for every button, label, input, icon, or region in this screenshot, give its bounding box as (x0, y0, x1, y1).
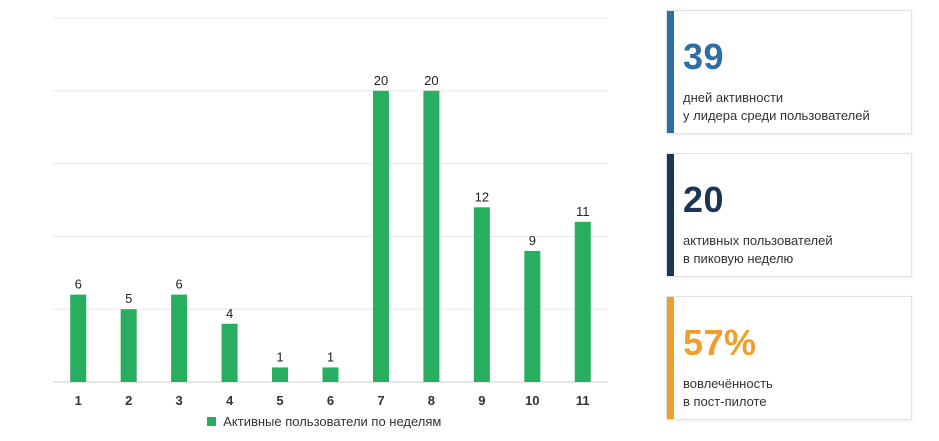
stat-caption-line1: дней активности (683, 90, 784, 105)
x-tick-label: 10 (525, 393, 539, 408)
stat-caption-line1: вовлечённость (683, 376, 773, 391)
bar-value-label: 1 (276, 349, 283, 364)
bar-value-label: 1 (327, 349, 334, 364)
bar (524, 250, 541, 382)
card-accent-bar (667, 154, 674, 276)
bar-value-label: 9 (529, 233, 536, 248)
x-tick-label: 5 (276, 393, 283, 408)
bar (423, 90, 440, 383)
card-accent-bar (667, 11, 674, 133)
x-tick-label: 2 (125, 393, 132, 408)
bar (70, 294, 87, 382)
legend-label: Активные пользователи по неделям (223, 414, 442, 429)
x-tick-label: 8 (428, 393, 435, 408)
stat-caption-line2: у лидера среди пользователей (683, 108, 870, 123)
stat-card-leader-days: 39 дней активности у лидера среди пользо… (666, 10, 912, 134)
stat-caption-line2: в пиковую неделю (683, 251, 794, 266)
x-tick-label: 4 (226, 393, 234, 408)
stat-value: 57% (683, 322, 757, 363)
stat-card-engagement: 57% вовлечённость в пост-пилоте (666, 296, 912, 420)
bar-value-label: 11 (576, 204, 590, 219)
x-tick-label: 3 (176, 393, 183, 408)
chart-legend: Активные пользователи по неделям (0, 414, 620, 429)
bar (120, 309, 137, 382)
bar-value-label: 4 (226, 306, 233, 321)
stat-value: 20 (683, 179, 725, 220)
x-tick-label: 11 (576, 393, 590, 408)
bar-value-label: 5 (125, 291, 132, 306)
bar (372, 90, 389, 383)
bar (473, 207, 490, 382)
bar (221, 323, 238, 382)
bar (171, 294, 188, 382)
bar (574, 221, 591, 382)
bar-value-label: 20 (374, 73, 388, 88)
stat-value: 39 (683, 36, 725, 77)
legend-swatch (206, 417, 216, 426)
bar-chart: 6 1 5 2 6 3 4 4 1 5 1 6 20 7 20 8 12 9 9 10 11 11 (53, 17, 608, 408)
bar (272, 367, 289, 382)
x-tick-label: 7 (377, 393, 384, 408)
bar (322, 367, 339, 382)
stat-caption-line1: активных пользователей (683, 233, 833, 248)
stat-card-peak-users: 20 активных пользователей в пиковую неде… (666, 153, 912, 277)
bar-value-label: 20 (424, 73, 438, 88)
x-tick-label: 6 (327, 393, 334, 408)
card-accent-bar (667, 297, 674, 419)
bar-value-label: 12 (475, 189, 489, 204)
stat-caption-line2: в пост-пилоте (683, 394, 767, 409)
x-tick-label: 1 (75, 393, 82, 408)
bar-value-label: 6 (176, 277, 183, 292)
bar-value-label: 6 (75, 277, 82, 292)
x-tick-label: 9 (478, 393, 485, 408)
